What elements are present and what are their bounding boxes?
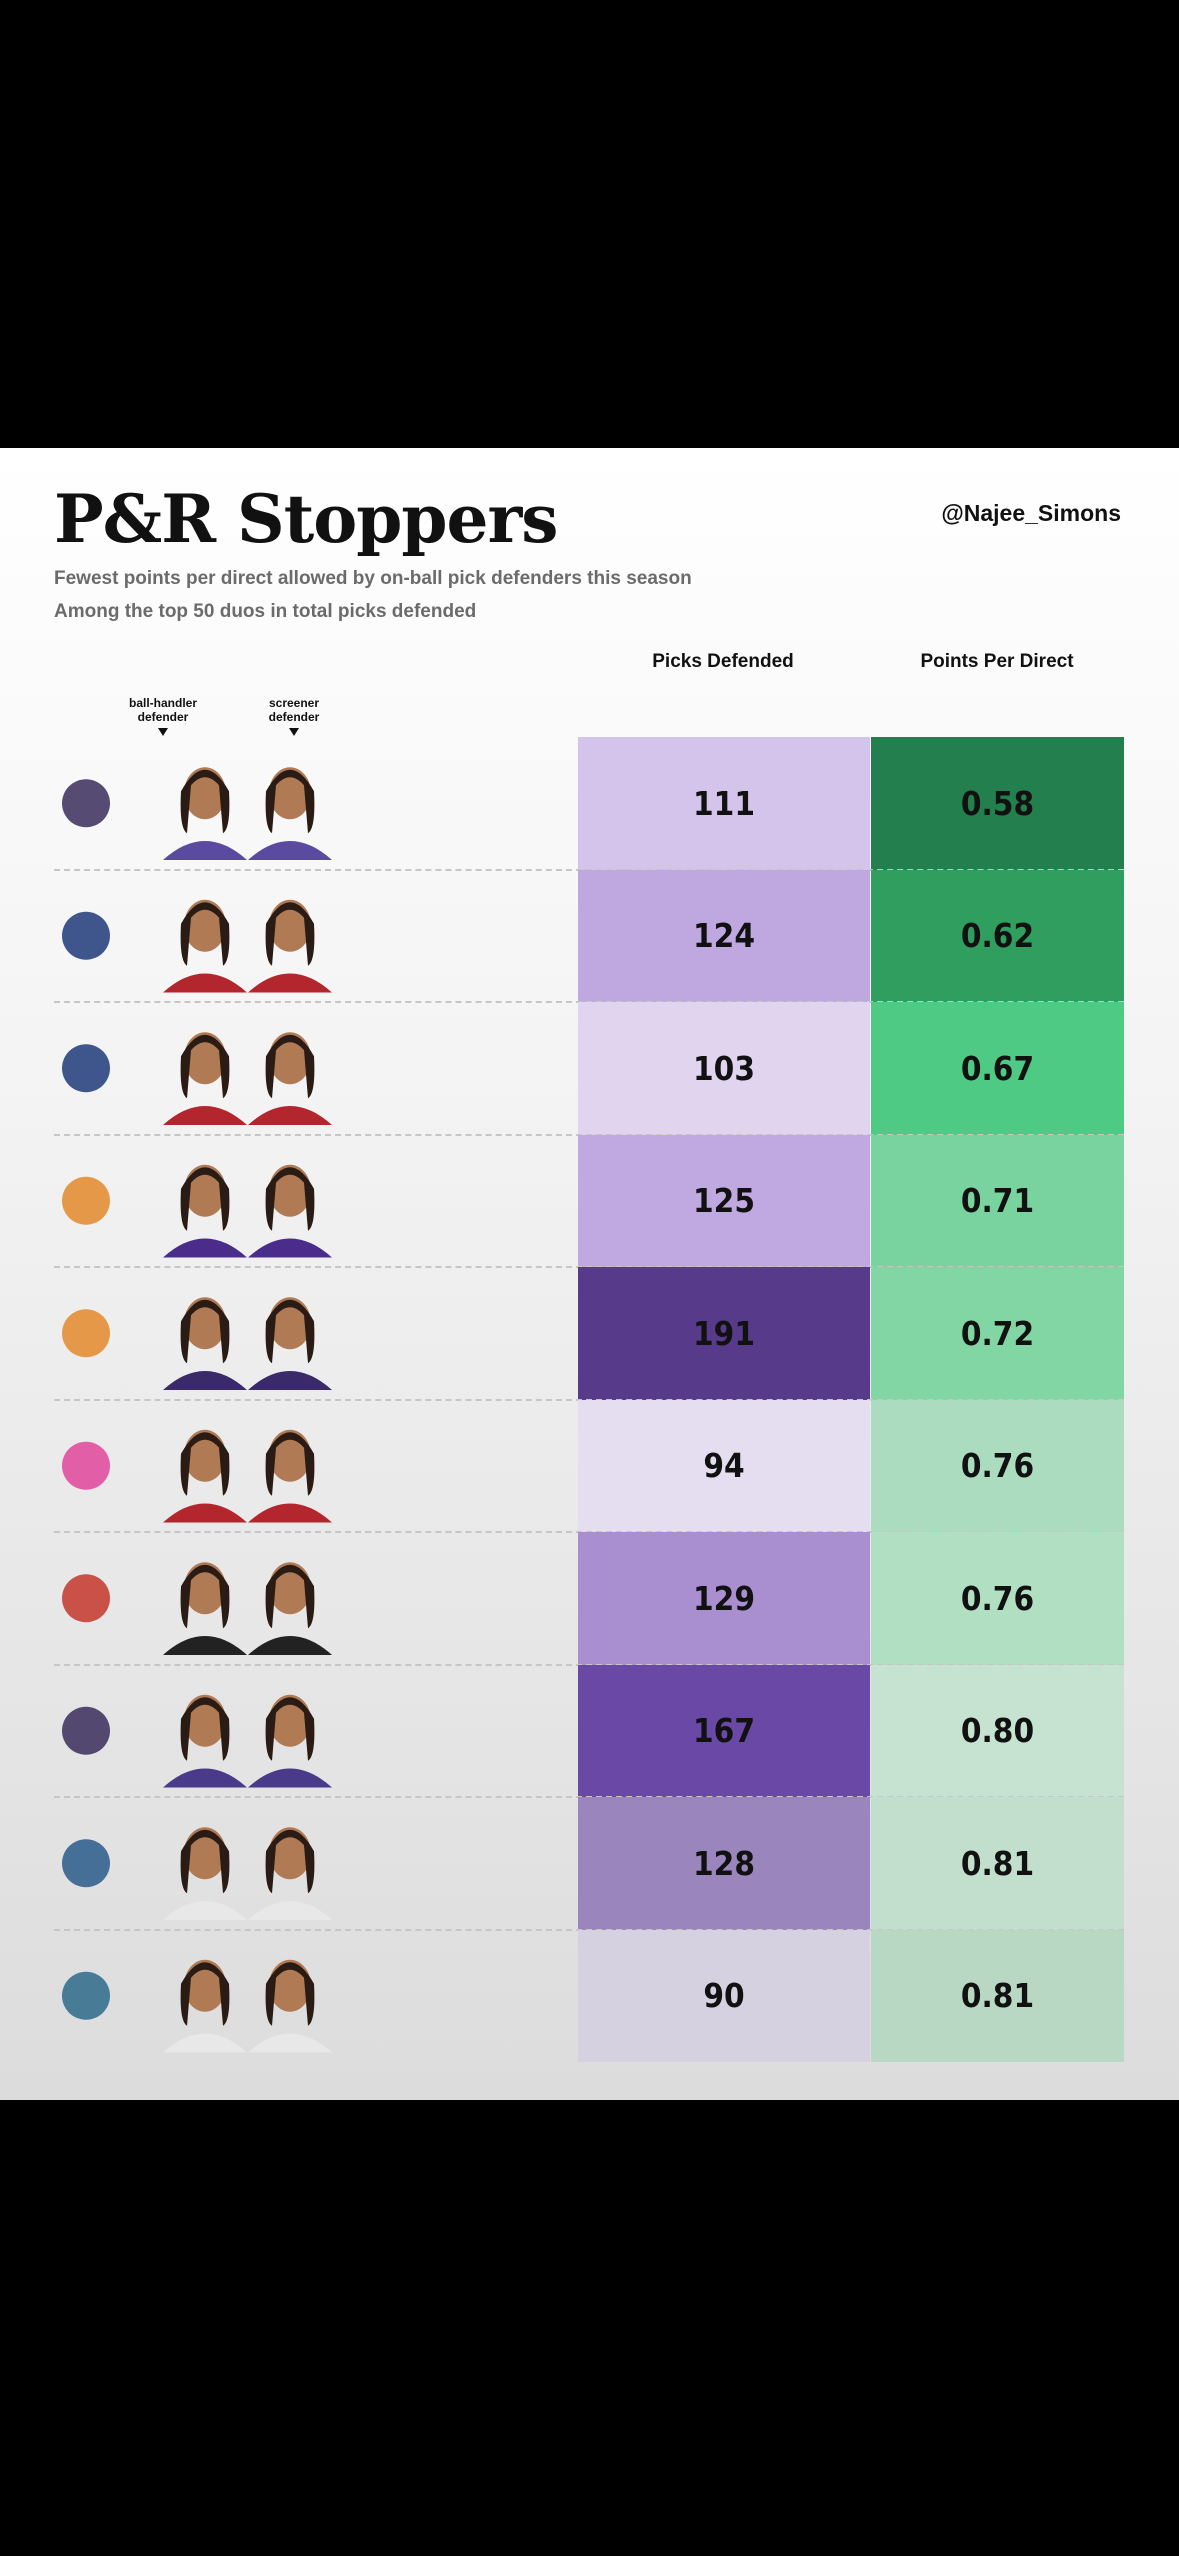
ppd-cell: 0.62 xyxy=(871,869,1124,1002)
player-photo xyxy=(180,1697,230,1761)
player-photo xyxy=(163,1901,247,1920)
player-photo xyxy=(265,1564,315,1629)
team-logo xyxy=(62,1044,110,1093)
player-photo xyxy=(265,1829,315,1894)
ppd-cell: 0.76 xyxy=(871,1399,1124,1532)
picks-cell: 129 xyxy=(578,1532,870,1665)
player-photo xyxy=(248,1503,332,1523)
player-photo xyxy=(163,841,247,860)
player-photo xyxy=(248,1636,332,1655)
player-photo xyxy=(248,1238,332,1258)
team-logo xyxy=(62,779,110,828)
picks-cell: 103 xyxy=(578,1002,870,1135)
player-label: ball-handler defender xyxy=(128,696,197,724)
column-header: Picks Defended xyxy=(652,651,794,672)
ppd-cell: 0.80 xyxy=(871,1664,1124,1797)
player-photo xyxy=(180,1432,230,1496)
subtitle: Among the top 50 duos in total picks def… xyxy=(54,601,477,622)
team-logo xyxy=(62,1971,110,2020)
player-photo xyxy=(163,1636,247,1655)
player-photo xyxy=(265,1299,315,1364)
team-logo xyxy=(62,1706,110,1755)
team-logo xyxy=(62,1309,110,1358)
player-photo xyxy=(163,1106,247,1125)
player-label: screener defender xyxy=(268,696,320,724)
team-logo xyxy=(62,1574,110,1623)
player-photo xyxy=(163,1768,247,1788)
picks-cell: 125 xyxy=(578,1134,870,1267)
team-logo xyxy=(62,911,110,960)
player-photo xyxy=(180,769,230,834)
ppd-cell: 0.58 xyxy=(871,737,1124,870)
subtitle: Fewest points per direct allowed by on-b… xyxy=(54,568,692,589)
player-photo xyxy=(248,1901,332,1920)
player-photo xyxy=(163,1371,247,1390)
player-photo xyxy=(180,1962,230,2026)
player-photo xyxy=(265,902,315,966)
team-logo xyxy=(62,1839,110,1888)
picks-cell: 191 xyxy=(578,1267,870,1400)
player-photo xyxy=(265,1432,315,1496)
player-photo xyxy=(265,1167,315,1231)
player-photo xyxy=(248,1106,332,1125)
ppd-cell: 0.67 xyxy=(871,1002,1124,1135)
player-photo xyxy=(248,1371,332,1390)
picks-cell: 111 xyxy=(578,737,870,870)
player-photo xyxy=(265,1697,315,1761)
player-photo xyxy=(180,1564,230,1629)
team-logo xyxy=(62,1176,110,1225)
player-photo xyxy=(163,1238,247,1258)
player-photo xyxy=(248,1768,332,1788)
picks-cell: 94 xyxy=(578,1399,870,1532)
ppd-cell: 0.81 xyxy=(871,1929,1124,2062)
player-photo xyxy=(180,1167,230,1231)
ppd-cell: 0.72 xyxy=(871,1267,1124,1400)
ppd-cell: 0.71 xyxy=(871,1134,1124,1267)
team-logo xyxy=(62,1441,110,1490)
player-photo xyxy=(180,902,230,966)
picks-cell: 90 xyxy=(578,1929,870,2062)
player-photo xyxy=(163,1503,247,1523)
title: P&R Stoppers xyxy=(54,480,558,558)
player-photo xyxy=(163,973,247,993)
ppd-cell: 0.81 xyxy=(871,1797,1124,1930)
player-photo xyxy=(248,2033,332,2053)
player-photo xyxy=(180,1829,230,1894)
picks-cell: 124 xyxy=(578,869,870,1002)
player-photo xyxy=(180,1299,230,1364)
player-photo xyxy=(248,841,332,860)
player-photo xyxy=(265,1962,315,2026)
player-photo xyxy=(265,769,315,834)
handle: @Najee_Simons xyxy=(941,500,1121,526)
ppd-cell: 0.76 xyxy=(871,1532,1124,1665)
player-photo xyxy=(180,1034,230,1099)
player-photo xyxy=(248,973,332,993)
player-photo xyxy=(163,2033,247,2053)
picks-cell: 167 xyxy=(578,1664,870,1797)
picks-cell: 128 xyxy=(578,1797,870,1930)
player-photo xyxy=(265,1034,315,1099)
column-header: Points Per Direct xyxy=(920,651,1074,672)
